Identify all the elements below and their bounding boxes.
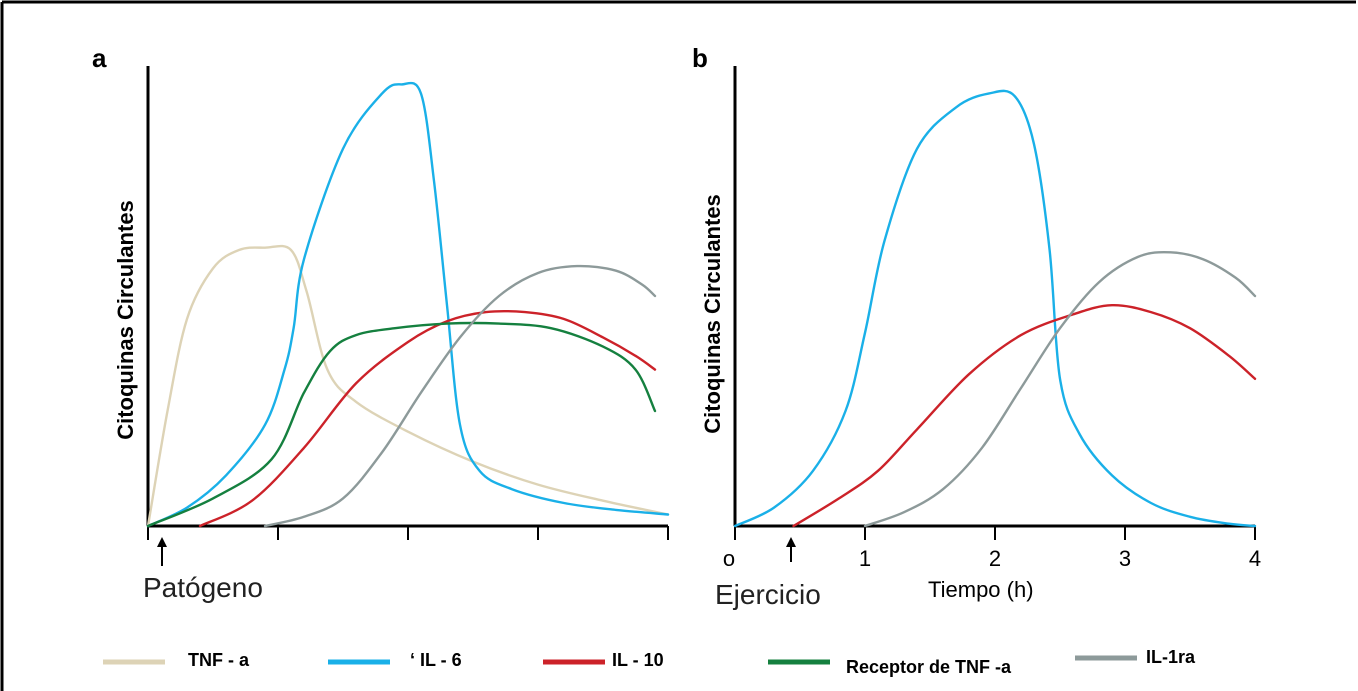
x-tick-label: o xyxy=(723,546,735,571)
panel-a-label: a xyxy=(92,43,107,73)
panel-a: a Citoquinas Circulantes Patógeno xyxy=(92,43,670,603)
panel-b-y-axis-label: Citoquinas Circulantes xyxy=(700,194,725,434)
series-line-tnf xyxy=(146,244,670,528)
series-line-il1ra xyxy=(263,264,657,528)
legend: TNF - a ‘ IL - 6 IL - 10 Receptor de TNF -a… xyxy=(103,647,1196,677)
exercise-annotation: Ejercicio xyxy=(715,579,821,610)
panel-a-ticks xyxy=(147,526,669,540)
x-tick-label: 3 xyxy=(1119,546,1131,571)
legend-label-il1ra: IL-1ra xyxy=(1146,647,1196,667)
panel-a-curves xyxy=(146,81,670,528)
legend-label-tnf: TNF - a xyxy=(188,650,250,670)
panel-b-x-axis-label: Tiempo (h) xyxy=(928,577,1034,602)
series-line-il6 xyxy=(146,81,670,528)
pathogen-arrowhead-icon xyxy=(157,537,167,547)
series-line-il6 xyxy=(733,89,1257,528)
series-line-tnfr xyxy=(146,321,657,528)
legend-label-il6: ‘ IL - 6 xyxy=(410,650,462,670)
series-line-il1ra xyxy=(863,250,1257,528)
x-tick-label: 2 xyxy=(989,546,1001,571)
panel-b-curves xyxy=(733,89,1257,528)
x-tick-label: 4 xyxy=(1249,546,1261,571)
series-line-il10 xyxy=(198,309,657,528)
x-tick-label: 1 xyxy=(859,546,871,571)
pathogen-annotation: Patógeno xyxy=(143,572,263,603)
panel-a-y-axis-label: Citoquinas Circulantes xyxy=(113,200,138,440)
legend-label-tnfr: Receptor de TNF -a xyxy=(846,657,1012,677)
exercise-arrowhead-icon xyxy=(786,537,796,547)
legend-label-il10: IL - 10 xyxy=(612,650,664,670)
panel-b: b Citoquinas Circulantes o 1 2 3 4 Ejercicio… xyxy=(692,43,1261,610)
panel-b-label: b xyxy=(692,43,708,73)
panel-b-ticks: o 1 2 3 4 xyxy=(723,526,1261,571)
series-line-il10 xyxy=(792,303,1257,528)
